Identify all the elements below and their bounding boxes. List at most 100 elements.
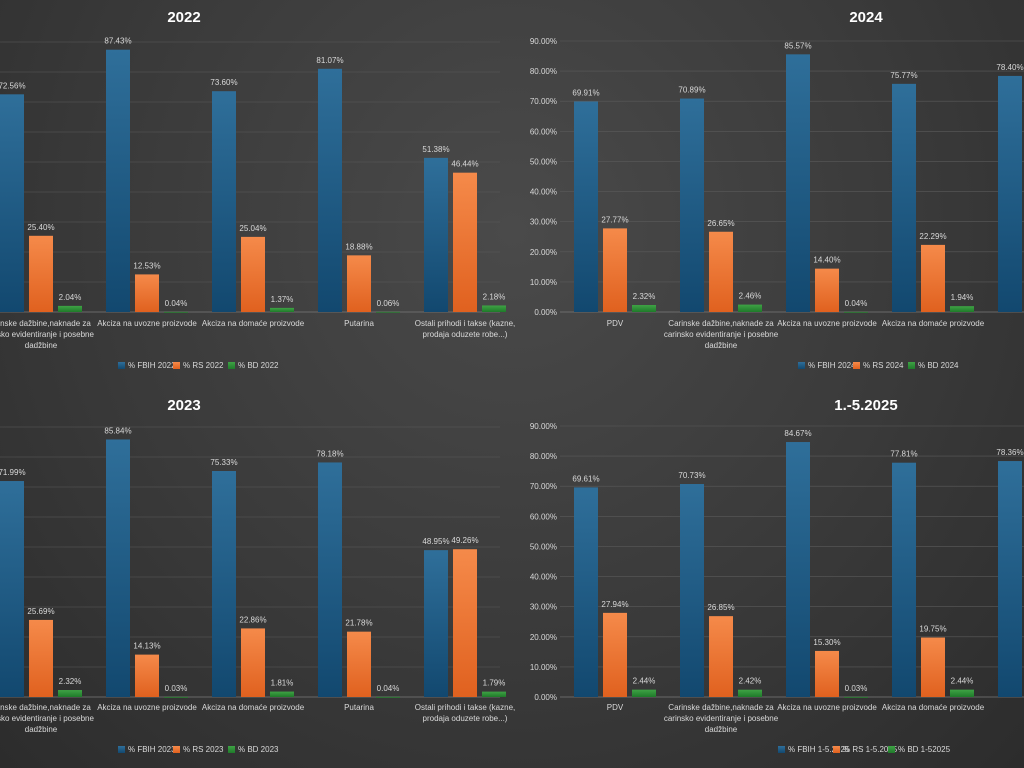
category-label: arinske dažbine,naknade za xyxy=(0,319,91,328)
bar-fbih xyxy=(680,98,704,313)
data-label: 48.95% xyxy=(422,537,449,546)
category-label: Akciza na uvozne proizvode xyxy=(777,703,877,712)
bar-rs xyxy=(29,619,53,697)
y-tick-label: 50.00% xyxy=(530,542,557,551)
data-label: 73.60% xyxy=(210,78,237,87)
bar-rs xyxy=(241,628,265,697)
bar-rs xyxy=(29,235,53,312)
bar-fbih xyxy=(998,461,1022,697)
category-label: Ostali prihodi i takse (kazne, xyxy=(415,703,516,712)
bar-bd xyxy=(58,690,82,697)
data-label: 49.26% xyxy=(451,536,478,545)
data-label: 22.29% xyxy=(919,232,946,241)
bar-fbih xyxy=(680,484,704,697)
data-label: 2.18% xyxy=(483,292,506,301)
legend-label: % BD 2022 xyxy=(238,361,279,370)
data-label: 0.06% xyxy=(377,299,400,308)
category-label: Carinske dažbine,naknade za xyxy=(668,319,774,328)
category-label: PDV xyxy=(607,319,624,328)
y-tick-label: 20.00% xyxy=(530,633,557,642)
bar-rs xyxy=(347,631,371,697)
legend-swatch-bd xyxy=(228,746,235,753)
bar-rs xyxy=(709,616,733,697)
y-tick-label: 50.00% xyxy=(530,157,557,166)
y-tick-label: 70.00% xyxy=(530,97,557,106)
data-label: 21.78% xyxy=(345,619,372,628)
bar-rs xyxy=(453,172,477,312)
y-tick-label: 20.00% xyxy=(530,248,557,257)
legend-label: % RS 1-5.2025 xyxy=(843,745,898,754)
data-label: 78.40% xyxy=(996,63,1023,72)
y-tick-label: 90.00% xyxy=(530,37,557,46)
legend-label: % FBIH 1-5.2025 xyxy=(788,745,850,754)
legend-swatch-fbih xyxy=(118,362,125,369)
legend-swatch-rs xyxy=(173,746,180,753)
bar-bd xyxy=(270,307,294,312)
bar-fbih xyxy=(574,101,598,312)
category-label: Akciza na domaće proizvode xyxy=(202,319,305,328)
bar-bd xyxy=(482,305,506,312)
bar-bd xyxy=(632,305,656,312)
bar-rs xyxy=(135,274,159,312)
category-label: dadžbine xyxy=(25,341,58,350)
y-tick-label: 0.00% xyxy=(534,693,557,702)
bar-fbih xyxy=(0,94,24,312)
y-tick-label: 0.00% xyxy=(534,308,557,317)
chart-title: 2024 xyxy=(849,9,883,26)
data-label: 2.32% xyxy=(59,677,82,686)
data-label: 70.89% xyxy=(678,86,705,95)
bar-rs xyxy=(241,236,265,312)
category-label: Akciza na uvozne proizvode xyxy=(97,703,197,712)
legend-swatch-bd xyxy=(888,746,895,753)
chart-title: 1.-5.2025 xyxy=(834,397,897,414)
bar-bd xyxy=(376,696,400,698)
legend-swatch-rs xyxy=(173,362,180,369)
data-label: 12.53% xyxy=(133,261,160,270)
bar-bd xyxy=(950,689,974,697)
bar-fbih xyxy=(424,550,448,697)
y-tick-label: 40.00% xyxy=(530,573,557,582)
data-label: 19.75% xyxy=(919,625,946,634)
bar-fbih xyxy=(892,462,916,697)
data-label: 25.69% xyxy=(27,607,54,616)
y-tick-label: 90.00% xyxy=(530,422,557,431)
data-label: 51.38% xyxy=(422,145,449,154)
bar-rs xyxy=(921,244,945,312)
data-label: 1.37% xyxy=(271,295,294,304)
data-label: 87.43% xyxy=(104,37,131,46)
data-label: 25.40% xyxy=(27,223,54,232)
bar-rs xyxy=(135,654,159,697)
data-label: 85.57% xyxy=(784,41,811,50)
bar-bd xyxy=(950,306,974,312)
data-label: 0.04% xyxy=(845,299,868,308)
bar-rs xyxy=(709,231,733,312)
data-label: 2.04% xyxy=(59,293,82,302)
category-label: Akciza na domaće proizvode xyxy=(882,703,985,712)
bar-fbih xyxy=(424,157,448,312)
bar-bd xyxy=(270,691,294,697)
legend-swatch-rs xyxy=(853,362,860,369)
bar-fbih xyxy=(786,442,810,697)
bar-bd xyxy=(164,696,188,698)
category-label: Ostali prihodi i takse (kazne, xyxy=(415,319,516,328)
bar-bd xyxy=(58,305,82,312)
category-label: arinske dažbine,naknade za xyxy=(0,703,91,712)
category-label: rinsko evidentiranje i posebne xyxy=(0,330,94,339)
data-label: 2.32% xyxy=(633,292,656,301)
legend-label: % RS 2023 xyxy=(183,745,224,754)
bar-rs xyxy=(603,228,627,312)
y-tick-label: 10.00% xyxy=(530,278,557,287)
category-label: PDV xyxy=(607,703,624,712)
data-label: 75.77% xyxy=(890,71,917,80)
category-label: dadžbine xyxy=(25,725,58,734)
data-label: 71.99% xyxy=(0,468,26,477)
bar-fbih xyxy=(106,439,130,697)
category-label: Putarina xyxy=(344,319,374,328)
data-label: 22.86% xyxy=(239,615,266,624)
data-label: 85.84% xyxy=(104,426,131,435)
legend-label: % BD 2023 xyxy=(238,745,279,754)
data-label: 1.81% xyxy=(271,679,294,688)
bar-fbih xyxy=(318,462,342,697)
data-label: 2.42% xyxy=(739,677,762,686)
